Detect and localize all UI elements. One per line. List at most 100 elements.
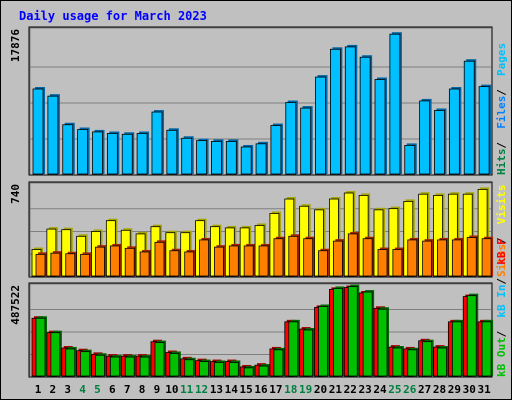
bar-kb-out-day-21 — [332, 288, 343, 377]
legend-separator: / — [495, 89, 508, 96]
x-axis-day-label: 8 — [139, 383, 146, 396]
bar-kb-out-day-9 — [154, 342, 165, 377]
bar-pages-day-15 — [240, 146, 252, 175]
bar-pages-day-18 — [285, 102, 297, 175]
bar-sites-day-22 — [347, 233, 358, 277]
bar-sites-day-2 — [50, 252, 61, 277]
bar-kb-out-day-16 — [258, 365, 269, 377]
bar-sites-day-15 — [243, 245, 254, 277]
bar-sites-day-4 — [80, 253, 91, 277]
bar-kb-out-day-17 — [273, 349, 284, 377]
legend-visits: Visits — [495, 184, 508, 224]
x-axis-day-label: 1 — [35, 383, 42, 396]
bar-pages-day-29 — [448, 88, 460, 175]
bar-kb-out-day-30 — [466, 295, 477, 377]
bar-sites-day-14 — [228, 245, 239, 277]
bar-kb-out-day-6 — [109, 356, 120, 377]
x-axis-day-label: 11 — [180, 383, 194, 396]
bar-kb-out-day-11 — [184, 359, 195, 377]
bar-sites-day-11 — [184, 251, 195, 277]
bar-pages-day-19 — [300, 107, 312, 175]
y-axis-max-label: 740 — [9, 184, 22, 204]
bar-sites-day-5 — [95, 246, 105, 277]
y-axis-max-label: 17876 — [9, 29, 22, 62]
bar-kb-out-day-29 — [451, 321, 462, 377]
bar-kb-out-day-26 — [407, 349, 418, 377]
x-axis-day-label: 17 — [269, 383, 282, 396]
bar-pages-day-24 — [374, 79, 386, 175]
x-axis-day-label: 24 — [373, 383, 387, 396]
y-axis-max-label: 487522 — [9, 285, 22, 325]
x-axis-day-label: 25 — [388, 383, 401, 396]
bar-sites-day-20 — [318, 250, 328, 277]
bar-sites-day-21 — [332, 240, 343, 277]
bar-sites-day-31 — [481, 238, 492, 277]
legend-hits: Hits — [495, 149, 508, 176]
bar-sites-day-17 — [273, 238, 284, 277]
bar-pages-day-4 — [77, 129, 89, 175]
bar-sites-day-13 — [214, 246, 224, 277]
bar-pages-day-20 — [315, 76, 326, 175]
bar-pages-day-16 — [255, 143, 267, 175]
legend-kb-out: kB Out — [495, 337, 508, 377]
legend-files: Files — [495, 96, 508, 129]
bar-kb-out-day-5 — [95, 354, 105, 377]
legend-separator: / — [495, 237, 508, 244]
bar-kb-out-day-13 — [214, 362, 224, 377]
legend-separator: / — [495, 142, 508, 149]
bar-sites-day-19 — [303, 238, 314, 277]
bar-kb-out-day-18 — [288, 321, 299, 377]
bar-sites-day-10 — [169, 250, 180, 277]
bar-pages-day-22 — [344, 46, 356, 175]
legend-pages: Pages — [495, 43, 508, 76]
bar-pages-day-13 — [211, 141, 222, 175]
bar-pages-day-1 — [32, 88, 44, 175]
x-axis-day-label: 10 — [165, 383, 178, 396]
bar-sites-day-16 — [258, 245, 269, 277]
x-axis-day-label: 6 — [109, 383, 116, 396]
bar-pages-day-23 — [359, 56, 371, 175]
bar-sites-day-6 — [109, 245, 120, 277]
bar-sites-day-18 — [288, 235, 299, 277]
bar-pages-day-3 — [62, 124, 74, 175]
bar-pages-day-12 — [196, 140, 207, 175]
x-axis-day-label: 30 — [463, 383, 476, 396]
bar-pages-day-14 — [225, 141, 237, 175]
legend-sites: Sites — [495, 244, 508, 277]
x-axis-day-label: 5 — [94, 383, 101, 396]
bar-sites-day-26 — [407, 239, 418, 277]
bar-kb-out-day-3 — [65, 348, 76, 377]
bar-kb-out-day-12 — [199, 361, 209, 377]
x-axis-day-label: 18 — [284, 383, 297, 396]
bar-sites-day-25 — [392, 249, 403, 277]
bar-kb-out-day-22 — [347, 286, 358, 377]
x-axis-day-label: 20 — [314, 383, 327, 396]
bar-kb-out-day-15 — [243, 367, 254, 377]
bar-pages-day-17 — [270, 125, 282, 175]
bar-kb-out-day-10 — [169, 353, 180, 377]
bar-pages-day-6 — [106, 133, 118, 175]
bar-sites-day-9 — [154, 241, 165, 277]
bar-sites-day-3 — [65, 253, 76, 277]
bar-kb-out-day-14 — [228, 362, 239, 377]
bar-kb-out-day-31 — [481, 321, 492, 377]
x-axis-day-label: 15 — [240, 383, 253, 396]
bar-pages-day-2 — [47, 95, 59, 175]
x-axis-day-label: 4 — [79, 383, 86, 396]
bar-kb-out-day-20 — [318, 306, 328, 377]
legend-separator: / — [495, 330, 508, 337]
bar-kb-out-day-7 — [124, 356, 135, 377]
x-axis-day-label: 27 — [418, 383, 431, 396]
bar-pages-day-5 — [92, 131, 103, 175]
legend-kb-f: kB F — [495, 238, 508, 265]
bar-sites-day-27 — [422, 240, 433, 277]
bar-sites-day-12 — [199, 239, 209, 277]
bar-pages-day-21 — [329, 48, 341, 175]
bar-kb-out-day-1 — [35, 317, 46, 377]
bar-kb-out-day-23 — [362, 291, 373, 377]
bar-pages-day-11 — [181, 137, 193, 175]
bar-kb-out-day-4 — [80, 351, 91, 377]
x-axis-day-label: 22 — [344, 383, 357, 396]
x-axis-day-label: 19 — [299, 383, 312, 396]
